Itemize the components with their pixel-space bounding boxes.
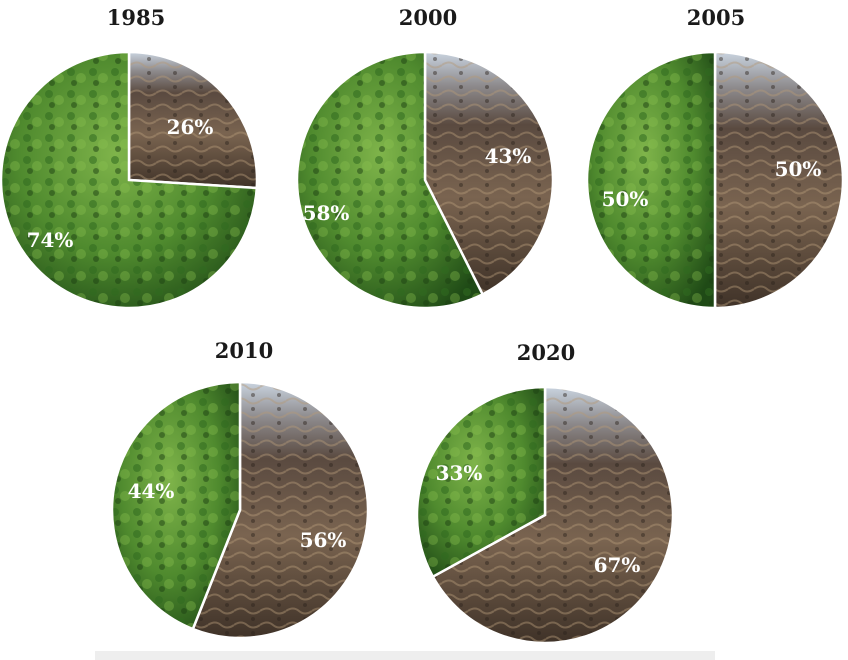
pie-title-2005: 2005 xyxy=(687,5,745,30)
slice-label-deforested: 56% xyxy=(300,528,347,552)
slice-deforested xyxy=(191,380,370,640)
slice-label-deforested: 50% xyxy=(775,157,822,181)
pie-2000: 2000 43% 58% xyxy=(295,5,555,310)
slice-label-forest: 50% xyxy=(602,187,649,211)
footer-strip xyxy=(95,651,715,660)
slice-label-deforested: 43% xyxy=(485,144,532,168)
pie-title-2010: 2010 xyxy=(215,338,273,363)
slice-deforested xyxy=(423,50,555,297)
slice-deforested xyxy=(431,385,675,645)
slice-forest xyxy=(110,380,242,631)
pie-2020: 2020 67% 33% xyxy=(415,340,675,645)
pie-title-1985: 1985 xyxy=(107,5,165,30)
slice-label-deforested: 26% xyxy=(167,115,214,139)
slice-forest xyxy=(585,50,717,310)
slice-forest xyxy=(295,50,485,310)
slice-deforested xyxy=(127,50,259,190)
slice-forest xyxy=(415,385,547,579)
slice-label-forest: 58% xyxy=(303,201,350,225)
slice-label-deforested: 67% xyxy=(594,553,641,577)
slice-label-forest: 74% xyxy=(27,228,74,252)
slice-forest xyxy=(0,50,259,310)
pie-1985: 1985 26% 74% xyxy=(0,5,259,310)
pie-title-2020: 2020 xyxy=(517,340,575,365)
slice-label-forest: 44% xyxy=(128,479,175,503)
pie-title-2000: 2000 xyxy=(399,5,457,30)
slice-deforested xyxy=(713,50,845,310)
pie-2010: 2010 56% 44% xyxy=(110,338,370,640)
pie-2005: 2005 50% 50% xyxy=(585,5,845,310)
slice-label-forest: 33% xyxy=(436,461,483,485)
